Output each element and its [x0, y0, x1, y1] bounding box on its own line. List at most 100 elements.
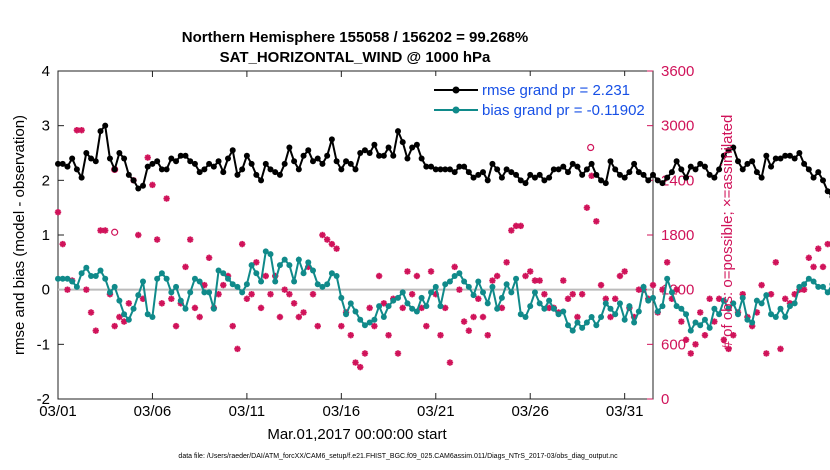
obs-assimilated-stroke — [494, 273, 501, 279]
obs-assimilated-point — [697, 309, 704, 316]
bias-point — [149, 314, 156, 320]
rmse-point — [711, 174, 718, 181]
obs-assimilated-point — [621, 268, 628, 275]
obs-assimilated-point — [597, 281, 605, 289]
rmse-point — [158, 166, 165, 173]
rmse-point — [668, 169, 675, 176]
rmse-point — [88, 155, 95, 162]
rmse-point — [494, 166, 501, 173]
obs-assimilated-point — [385, 332, 392, 339]
bias-point — [513, 275, 520, 282]
bias-point — [267, 251, 274, 258]
obs-assimilated-point — [380, 300, 388, 307]
bias-point — [319, 283, 326, 290]
obs-assimilated-stroke — [338, 323, 345, 330]
bias-point — [352, 308, 359, 315]
bias-point — [692, 319, 699, 326]
legend-box — [430, 76, 648, 120]
rmse-point — [768, 163, 775, 170]
obs-assimilated-point — [763, 350, 770, 357]
rmse-point — [111, 166, 118, 173]
obs-assimilated-point — [357, 363, 364, 371]
y-tick-label: 0 — [42, 282, 50, 299]
rmse-point — [531, 174, 538, 181]
bias-point — [503, 281, 510, 288]
rmse-point — [248, 160, 255, 167]
bias-point — [333, 273, 340, 279]
y-tick-label: 1 — [42, 227, 50, 244]
footer-datafile: data file: /Users/raeder/DAI/ATM_forcXX/… — [178, 453, 618, 460]
rmse-point — [437, 166, 444, 173]
rmse-point — [522, 180, 529, 187]
rmse-point — [517, 177, 524, 184]
bias-point — [140, 278, 146, 285]
obs-assimilated-stroke — [248, 291, 255, 298]
obs-assimilated-stroke — [583, 204, 590, 211]
obs-assimilated-stroke — [451, 263, 458, 270]
obs-assimilated-point — [309, 291, 317, 298]
y-axis-ticks: -2 -1 0 1 2 3 4 — [37, 63, 64, 408]
bias-point — [456, 270, 463, 277]
obs-assimilated-stroke — [588, 172, 595, 179]
bias-point — [366, 319, 373, 326]
obs-assimilated-stroke — [621, 268, 628, 275]
obs-assimilated-stroke — [565, 295, 571, 302]
bias-point — [664, 275, 671, 282]
obs-assimilated-stroke — [480, 314, 486, 320]
bias-point — [116, 297, 123, 304]
obs-assimilated-point — [456, 286, 463, 293]
rmse-point — [187, 158, 194, 165]
rmse-point — [692, 166, 699, 173]
obs-assimilated-point — [205, 254, 213, 261]
rmse-point — [541, 177, 548, 184]
y-tick-label: 4 — [42, 63, 50, 80]
bias-point — [300, 270, 307, 277]
plot-area — [57, 70, 654, 400]
obs-assimilated-point — [319, 231, 326, 239]
obs-assimilated-point — [819, 263, 827, 271]
obs-assimilated-stroke — [78, 127, 85, 134]
obs-assimilated-point — [569, 291, 576, 298]
bias-point — [371, 316, 378, 323]
obs-assimilated-stroke — [158, 300, 165, 307]
obs-assimilated-stroke — [711, 318, 718, 325]
chart-title: Northern Hemisphere 155058 / 156202 = 99… — [182, 29, 528, 46]
bias-point — [196, 278, 203, 285]
rmse-point — [513, 171, 520, 178]
rmse-point — [456, 163, 463, 170]
bias-point — [815, 283, 822, 290]
bias-point — [446, 278, 453, 285]
obs-assimilated-stroke — [498, 304, 505, 311]
rmse-point — [664, 174, 671, 181]
obs-assimilated-stroke — [546, 304, 553, 311]
obs-assimilated-point — [810, 263, 817, 271]
rmse-point — [560, 163, 567, 170]
bias-point — [432, 283, 439, 290]
obs-assimilated-point — [560, 277, 567, 284]
rmse-point — [706, 171, 713, 178]
rmse-point — [385, 144, 392, 151]
obs-assimilated-point — [78, 127, 85, 134]
obs-assimilated-stroke — [399, 304, 406, 311]
bias-point — [357, 316, 364, 323]
bias-point — [324, 281, 331, 288]
rmse-point — [579, 171, 586, 178]
obs-assimilated-point — [479, 313, 487, 321]
x-tick-label: 03/16 — [323, 403, 361, 420]
rmse-point — [102, 122, 109, 129]
rmse-point — [59, 160, 66, 167]
bias-point — [390, 297, 397, 304]
bias-point — [522, 314, 529, 320]
obs-assimilated-point — [404, 268, 411, 275]
bias-point — [470, 292, 477, 299]
rmse-point — [446, 166, 453, 173]
obs-assimilated-stroke — [602, 295, 609, 302]
bias-point — [683, 311, 690, 318]
obs-assimilated-stroke — [824, 241, 830, 248]
rmse-point — [97, 128, 104, 135]
bias-point — [616, 300, 623, 307]
rmse-point — [201, 166, 208, 173]
obs-assimilated-point — [243, 295, 251, 302]
rmse-point — [125, 171, 132, 178]
